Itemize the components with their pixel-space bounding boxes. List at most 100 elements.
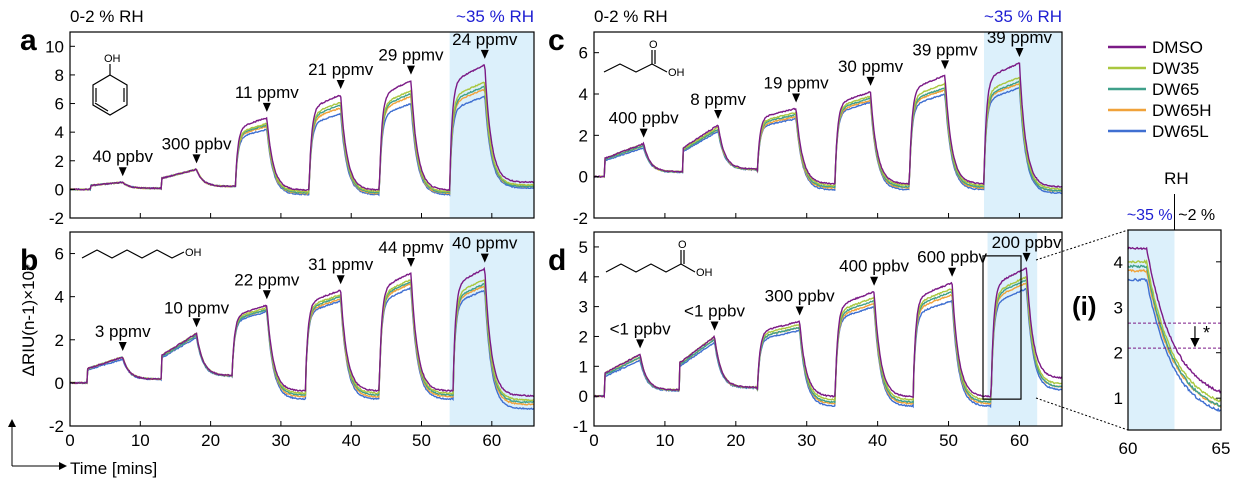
y-tick-label: 4 xyxy=(55,288,64,307)
injection-marker xyxy=(192,154,201,164)
x-tick-label: 60 xyxy=(482,431,501,450)
y-tick-label: 6 xyxy=(55,245,64,264)
y-axis-label: ΔRIU(n-1)×10⁴ xyxy=(19,264,38,377)
x-tick-label: 20 xyxy=(726,431,745,450)
concentration-label: 10 ppmv xyxy=(164,298,230,317)
legend-label-dw35: DW35 xyxy=(1152,59,1199,78)
x-tick-label: 0 xyxy=(65,431,74,450)
inset-y-tick-label: 2 xyxy=(1114,344,1123,363)
concentration-label: 40 ppmv xyxy=(452,234,518,253)
concentration-label: 30 ppmv xyxy=(838,57,904,76)
y-tick-label: 8 xyxy=(55,66,64,85)
injection-marker xyxy=(870,276,879,286)
concentration-label: 44 ppmv xyxy=(378,238,444,257)
concentration-label: 40 ppbv xyxy=(92,147,153,166)
x-tick-label: 50 xyxy=(412,431,431,450)
butyric-acid-o-label: O xyxy=(649,39,658,51)
injection-marker xyxy=(262,102,271,112)
concentration-label: 39 ppmv xyxy=(987,28,1053,47)
concentration-label: 400 ppbv xyxy=(609,109,679,128)
concentration-label: 600 ppbv xyxy=(917,248,987,267)
injection-marker xyxy=(406,65,415,75)
inset-x-tick-label: 60 xyxy=(1119,439,1138,458)
x-tick-label: 60 xyxy=(1010,431,1029,450)
injection-marker xyxy=(336,275,345,285)
panel-label-b: b xyxy=(20,244,38,277)
y-tick-label: 10 xyxy=(45,37,64,56)
x-tick-label: 50 xyxy=(939,431,958,450)
legend-label-dw65: DW65 xyxy=(1152,80,1199,99)
y-tick-label: -1 xyxy=(573,417,588,436)
y-tick-label: 2 xyxy=(55,152,64,171)
concentration-label: 200 ppbv xyxy=(992,233,1062,252)
inset-rh-left: ~35 % xyxy=(1127,207,1173,224)
x-axis-label: Time [mins] xyxy=(70,459,157,478)
x-tick-label: 40 xyxy=(868,431,887,450)
series-dmso xyxy=(593,267,1063,399)
legend-label-dmso: DMSO xyxy=(1152,38,1203,57)
injection-marker xyxy=(480,49,489,59)
butyric-acid-molecule xyxy=(603,50,668,73)
x-tick-label: 20 xyxy=(201,431,220,450)
injection-marker xyxy=(406,257,415,267)
x-tick-label: 30 xyxy=(271,431,290,450)
hexanoic-acid-o-label: O xyxy=(678,239,687,251)
y-tick-label: 4 xyxy=(55,123,64,142)
concentration-label: 300 ppbv xyxy=(765,287,835,306)
hexanoic-acid-oh-label: OH xyxy=(696,267,713,279)
panel-label-a: a xyxy=(20,24,37,57)
y-tick-label: 0 xyxy=(579,168,588,187)
y-tick-label: 1 xyxy=(579,357,588,376)
significance-marker: * xyxy=(1203,323,1210,343)
y-tick-label: -2 xyxy=(49,417,64,436)
inset-rh-right: ~2 % xyxy=(1178,207,1215,224)
series-dmso xyxy=(594,62,1063,188)
hexanol-molecule xyxy=(81,249,185,259)
injection-marker xyxy=(714,110,723,119)
inset-series-dmso xyxy=(1127,246,1222,394)
y-tick-label: -2 xyxy=(49,209,64,228)
injection-marker xyxy=(639,128,648,138)
zoom-box xyxy=(982,255,1022,400)
injection-marker xyxy=(192,318,201,328)
series-dmso xyxy=(69,64,534,192)
y-tick-label: 4 xyxy=(579,85,588,104)
concentration-label: 29 ppmv xyxy=(378,46,444,65)
concentration-label: 31 ppmv xyxy=(308,255,374,274)
x-tick-label: 0 xyxy=(589,431,598,450)
hexanol-oh-label: OH xyxy=(185,247,202,259)
injection-marker xyxy=(1015,48,1024,57)
rh-high-label-left: ~35 % RH xyxy=(456,7,534,26)
phenol-oh-label: OH xyxy=(104,53,121,65)
concentration-label: <1 ppbv xyxy=(610,319,671,338)
concentration-label: <1 ppbv xyxy=(684,301,745,320)
x-tick-label: 40 xyxy=(342,431,361,450)
panel-a: -2 0 2 4 6 8 10 40 ppbv 300 ppbv 11 ppmv 21 ppmv29… xyxy=(45,30,535,228)
panel-i: * 1 2 3 4 60 65 RH ~35 % ~2 % (i) xyxy=(1072,169,1230,458)
injection-marker xyxy=(795,306,804,316)
injection-marker xyxy=(710,321,719,331)
inset-series-dw35 xyxy=(1128,259,1222,403)
plot-frame xyxy=(593,31,1063,219)
inset-y-tick-label: 3 xyxy=(1114,298,1123,317)
injection-marker xyxy=(948,267,957,277)
panel-label-c: c xyxy=(548,24,565,57)
rh-low-label-left: 0-2 % RH xyxy=(70,7,144,26)
inset-y-tick-label: 4 xyxy=(1114,253,1123,272)
concentration-label: 22 ppmv xyxy=(234,270,300,289)
panel-label-d: d xyxy=(548,244,566,277)
injection-marker xyxy=(480,253,489,263)
zoom-connector-top xyxy=(1035,229,1129,261)
y-tick-label: 2 xyxy=(579,126,588,145)
y-tick-label: 2 xyxy=(579,327,588,346)
panel-c: -2 0 2 4 6 400 ppbv 8 ppmv 19 ppmv 30 ppmv 39 ppm… xyxy=(573,28,1063,228)
y-tick-label: 0 xyxy=(55,180,64,199)
x-tick-label: 10 xyxy=(131,431,150,450)
plot-frame xyxy=(69,31,535,219)
rh-low-label-right: 0-2 % RH xyxy=(594,7,668,26)
y-tick-label: 6 xyxy=(579,44,588,63)
inset-label: (i) xyxy=(1072,291,1097,321)
